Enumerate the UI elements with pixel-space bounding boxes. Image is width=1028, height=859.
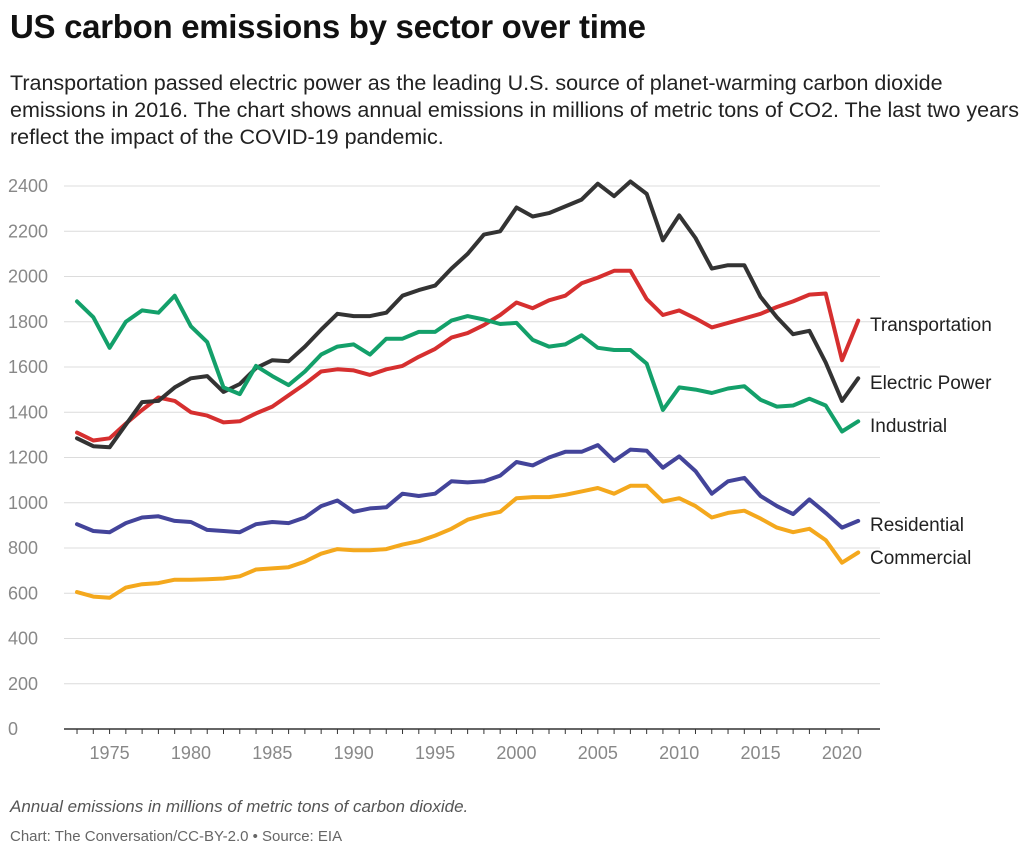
x-tick-label: 2015 (741, 743, 781, 763)
y-tick-label: 2400 (8, 176, 48, 196)
axis-layer: 0 200 400 600 800 1000 1200 1400 1600 1800 2000 220… (8, 176, 880, 763)
series-label-electric-power: Electric Power (870, 373, 992, 394)
series-line-electric-power (75, 179, 861, 450)
series-line-transportation (75, 268, 861, 443)
y-tick-label: 2000 (8, 267, 48, 287)
y-tick-label: 1600 (8, 357, 48, 377)
chart-source: Chart: The Conversation/CC-BY-2.0 • Sour… (10, 828, 343, 845)
series-line-commercial (75, 483, 861, 600)
series-line-industrial (75, 293, 861, 434)
y-tick-label: 1800 (8, 312, 48, 332)
y-tick-label: 0 (8, 719, 18, 739)
series-label-industrial: Industrial (870, 416, 947, 437)
x-tick-label: 1990 (334, 743, 374, 763)
y-tick-label: 600 (8, 583, 38, 603)
y-tick-label: 200 (8, 674, 38, 694)
series-label-residential: Residential (870, 515, 964, 536)
chart-subtitle: Transportation passed electric power as … (10, 71, 1019, 149)
y-tick-label: 1000 (8, 493, 48, 513)
chart-note: Annual emissions in millions of metric t… (10, 797, 469, 816)
x-tick-label: 1980 (171, 743, 211, 763)
x-tick-label: 2000 (496, 743, 536, 763)
grid-layer (64, 185, 880, 685)
series-label-transportation: Transportation (870, 315, 992, 336)
x-tick-label: 2005 (578, 743, 618, 763)
chart-title: US carbon emissions by sector over time (10, 8, 646, 45)
series-layer (75, 179, 861, 600)
series-label-commercial: Commercial (870, 548, 971, 569)
x-tick-label: 2020 (822, 743, 862, 763)
x-tick-label: 1995 (415, 743, 455, 763)
label-layer: Transportation Electric Power Industrial Re… (870, 315, 992, 569)
x-tick-label: 1975 (90, 743, 130, 763)
y-tick-label: 1400 (8, 402, 48, 422)
y-tick-label: 1200 (8, 448, 48, 468)
x-tick-label: 2010 (659, 743, 699, 763)
series-line-residential (75, 443, 861, 535)
y-tick-label: 2200 (8, 221, 48, 241)
y-tick-label: 400 (8, 629, 38, 649)
y-tick-label: 800 (8, 538, 38, 558)
x-tick-label: 1985 (252, 743, 292, 763)
